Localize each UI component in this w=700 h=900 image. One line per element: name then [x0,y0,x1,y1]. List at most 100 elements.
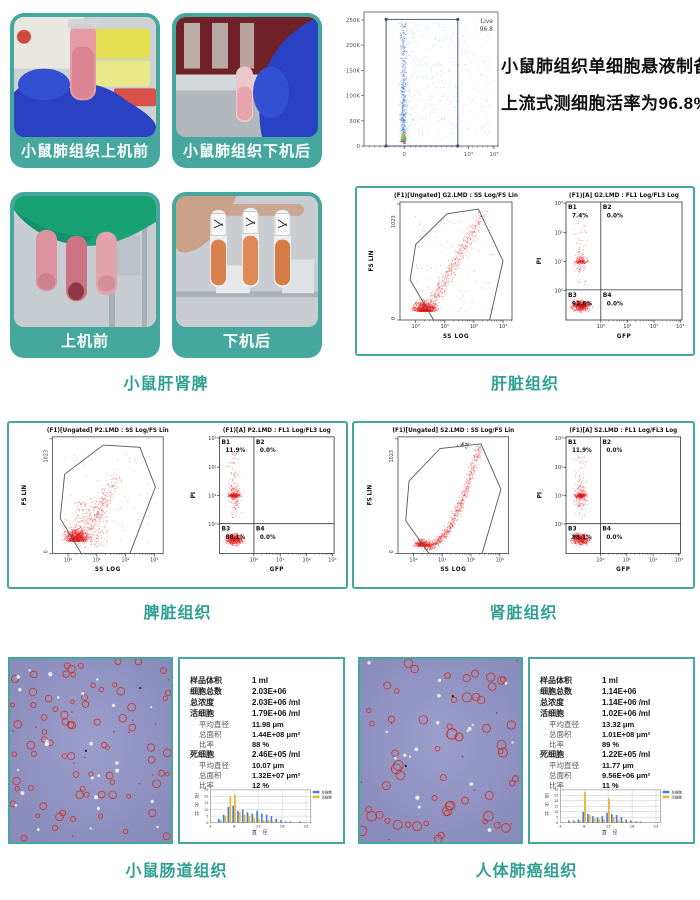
svg-text:10¹: 10¹ [441,324,449,330]
svg-text:10²: 10² [121,557,129,563]
kidney-pi-gfp-quadrant: (F1)[A] S2.LMD : FL1 Log/FL3 LogB111.9%B… [537,428,683,573]
caption-liver: 肝脏组织 [490,376,559,393]
photo-label: 下机后 [222,333,271,350]
svg-text:10⁰: 10⁰ [597,324,605,330]
svg-text:100K: 100K [346,94,360,100]
data-row: 平均直径 11.77 μm [549,760,634,770]
photo-card-lung-before: 小鼠肺组织上机前 [10,13,160,168]
data-row: 平均直径 11.98 μm [199,719,284,729]
data-row: 样品体积 1 ml [190,676,269,685]
photo-lks-after-art [176,196,318,327]
caption-kidney: 肾脏组织 [489,605,558,622]
svg-text:10³: 10³ [676,324,684,330]
svg-text:10⁰: 10⁰ [64,557,72,563]
cell-count-panel-lung-cancer: 样品体积 1 ml 细胞总数 1.14E+06 总浓度 1.14E+06 /ml 活细胞 1.… [528,657,695,844]
data-row: 活细胞 1.79E+06 /ml [190,709,301,718]
svg-text:10³: 10³ [555,201,563,207]
svg-text:10¹: 10¹ [623,324,631,330]
svg-text:B3: B3 [568,292,577,299]
svg-text:B4: B4 [603,292,612,299]
svg-text:FS LIN: FS LIN [369,250,375,271]
svg-text:50K: 50K [349,119,360,125]
microscopy-lung-cancer-art [360,659,521,842]
photo-lung-before-art [14,17,156,137]
photo-card-lks-before: 上机前 [10,192,160,358]
microscopy-image-lung-cancer [358,657,523,844]
caption-lung-cancer: 人体肺癌组织 [475,863,578,880]
caption-mouse-lks: 小鼠肝肾脾 [123,376,209,393]
data-row: 总浓度 1.14E+06 /ml [540,698,651,707]
data-row: 活细胞 1.02E+06 /ml [540,709,651,718]
svg-text:(F1)[A] G2.LMD : FL1 Log/FL3 L: (F1)[A] G2.LMD : FL1 Log/FL3 Log [569,193,679,199]
svg-text:10⁰: 10⁰ [411,324,419,330]
svg-text:GFP: GFP [617,334,632,340]
photo-card-lks-after: 下机后 [172,192,322,358]
data-row: 死细胞 1.22E+05 /ml [540,750,651,759]
svg-text:7.4%: 7.4% [572,214,588,220]
svg-text:B1: B1 [568,204,577,211]
caption-intestine: 小鼠肠道组织 [125,863,228,880]
svg-text:(F1)[Ungated] G2.LMD : SS Log/: (F1)[Ungated] G2.LMD : SS Log/FS Lin [394,193,518,199]
liver-ss-fs-scatter: (F1)[Ungated] G2.LMD : SS Log/FS Lin FS L… [369,193,518,340]
svg-text:10²: 10² [555,231,563,237]
photo-label: 小鼠肺组织下机后 [182,143,311,160]
flow-panel-liver: (F1)[Ungated] G2.LMD : SS Log/FS Lin FS L… [355,186,695,356]
description-text: 小鼠肺组织单细胞悬液制备 上流式测细胞活率为96.8% [501,48,700,122]
svg-text:10⁰: 10⁰ [555,288,563,294]
cell-count-table: 样品体积 1 ml 细胞总数 2.03E+06 总浓度 2.03E+06 /ml 活细胞 1.… [180,675,341,790]
spleen-ss-fs-scatter: (F1)[Ungated] P2.LMD : SS Log/FS Lin FS L… [22,428,169,573]
photo-lung-before [14,17,156,137]
photo-lung-after [176,17,318,137]
svg-text:0: 0 [391,317,397,320]
svg-text:10¹: 10¹ [555,260,563,266]
svg-text:Live: Live [481,18,494,25]
caption-spleen: 脾脏组织 [143,605,212,622]
svg-text:10⁵: 10⁵ [489,151,498,158]
data-row: 细胞总数 1.14E+06 [540,687,637,696]
svg-text:10³: 10³ [499,324,507,330]
svg-text:(F1)[Ungated] P2.LMD : SS Log/: (F1)[Ungated] P2.LMD : SS Log/FS Lin [47,428,169,434]
spleen-pi-gfp-quadrant: (F1)[A] P2.LMD : FL1 Log/FL3 LogB111.9%B… [191,428,337,573]
svg-text:B2: B2 [603,204,612,211]
svg-text:10²: 10² [650,324,658,330]
photo-lks-before [14,196,156,327]
photo-label: 上机前 [60,333,109,350]
svg-text:96.8: 96.8 [480,26,494,33]
svg-text:10⁴: 10⁴ [464,151,474,158]
svg-text:10²: 10² [470,324,478,330]
svg-text:10³: 10³ [150,557,158,563]
svg-text:0.0%: 0.0% [607,301,623,307]
data-row: 总面积 9.56E+06 μm² [549,770,651,780]
data-row: 样品体积 1 ml [540,676,619,685]
data-row: 总面积 1.44E+08 μm² [199,729,301,739]
svg-text:92.6%: 92.6% [572,301,592,307]
data-row: 总面积 1.01E+08 μm² [549,729,651,739]
data-row: 比率 11 % [549,780,619,790]
svg-text:10¹: 10¹ [93,557,101,563]
svg-text:200K: 200K [346,43,360,49]
photo-lks-after [176,196,318,327]
cell-count-panel-intestine: 样品体积 1 ml 细胞总数 2.03E+06 总浓度 2.03E+06 /ml 活细胞 1.… [178,657,345,844]
svg-text:0: 0 [357,144,361,150]
svg-text:FS LIN: FS LIN [22,485,28,506]
svg-text:SS LOG: SS LOG [443,334,469,340]
data-row: 平均直径 13.32 μm [549,719,635,729]
svg-text:0.0%: 0.0% [607,214,623,220]
data-row: 死细胞 2.46E+05 /ml [190,750,301,759]
data-row: 平均直径 10.07 μm [199,760,285,770]
photo-label: 小鼠肺组织上机前 [20,143,149,160]
description-line-2: 上流式测细胞活率为96.8% [501,94,700,113]
svg-text:0: 0 [44,550,50,553]
data-row: 比率 12 % [199,780,270,790]
svg-text:0: 0 [402,152,406,158]
svg-text:SS LOG: SS LOG [95,567,121,573]
cell-count-table: 样品体积 1 ml 细胞总数 1.14E+06 总浓度 1.14E+06 /ml 活细胞 1.… [530,675,691,790]
svg-text:1023: 1023 [391,215,397,228]
flow-panel-spleen: (F1)[Ungated] P2.LMD : SS Log/FS Lin FS L… [7,421,348,589]
liver-pi-gfp-quadrant: (F1)[A] G2.LMD : FL1 Log/FL3 Log B1 7.4% B2… [536,193,684,340]
